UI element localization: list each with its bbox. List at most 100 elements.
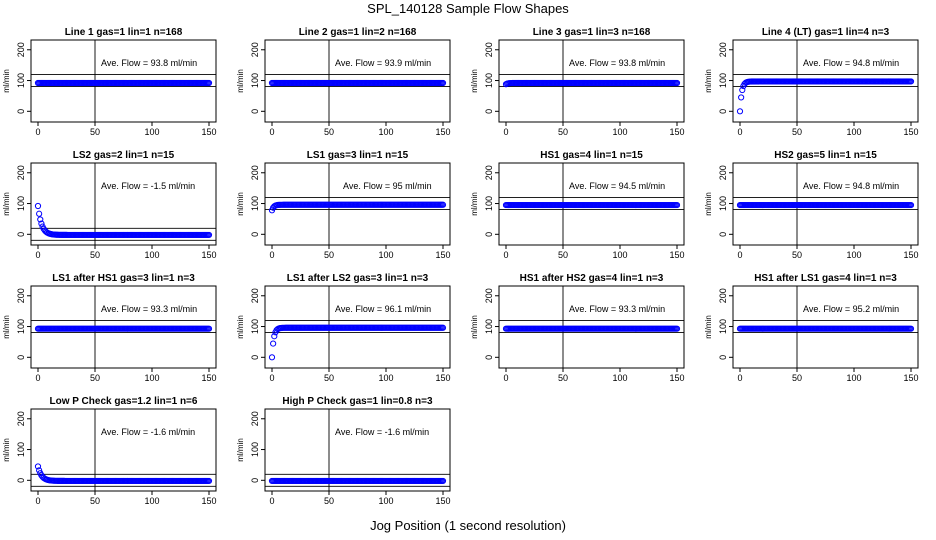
panel-title: Line 1 gas=1 lin=1 n=168 xyxy=(65,27,183,38)
panel-7: HS1 gas=4 lin=1 n=15 0 50 100 150 0 100 200 ml/m… xyxy=(470,150,685,260)
data-point xyxy=(736,108,744,115)
y-tick-label: 200 xyxy=(250,165,260,180)
x-tick-label: 100 xyxy=(144,373,159,383)
y-tick-label: 200 xyxy=(250,42,260,57)
x-tick-label: 50 xyxy=(90,250,100,260)
panel-3: Line 3 gas=1 lin=3 n=168 0 50 100 150 0 100 200… xyxy=(470,27,685,137)
y-tick-label: 0 xyxy=(16,109,26,114)
y-tick-label: 0 xyxy=(16,355,26,360)
data-point xyxy=(439,324,447,331)
flow-annotation: Ave. Flow = 94.8 ml/min xyxy=(803,181,899,191)
x-tick-label: 100 xyxy=(378,250,393,260)
data-point xyxy=(34,202,42,210)
x-tick-label: 0 xyxy=(35,373,40,383)
panel-title: LS1 gas=3 lin=1 n=15 xyxy=(307,150,409,161)
x-tick-label: 50 xyxy=(324,250,334,260)
x-tick-label: 0 xyxy=(269,496,274,506)
y-tick-label: 0 xyxy=(16,478,26,483)
y-tick-label: 0 xyxy=(250,355,260,360)
panel-4: Line 4 (LT) gas=1 lin=4 n=3 0 50 100 150 0 100… xyxy=(704,27,919,137)
y-tick-label: 200 xyxy=(16,42,26,57)
x-tick-label: 150 xyxy=(669,373,684,383)
panel-10: LS1 after LS2 gas=3 lin=1 n=3 0 50 100 150 0 1… xyxy=(236,273,451,383)
x-tick-label: 0 xyxy=(737,250,742,260)
y-tick-label: 200 xyxy=(250,288,260,303)
panel-13: Low P Check gas=1.2 lin=1 n=6 0 50 100 150 0 1… xyxy=(2,396,217,506)
y-tick-label: 100 xyxy=(16,319,26,334)
panel-title: HS1 after HS2 gas=4 lin=1 n=3 xyxy=(520,273,664,284)
panel-5: LS2 gas=2 lin=1 n=15 0 50 100 150 0 100 200 ml/m… xyxy=(2,150,217,260)
y-axis-label: ml/min xyxy=(704,192,713,216)
x-tick-label: 150 xyxy=(435,373,450,383)
x-tick-label: 150 xyxy=(435,250,450,260)
y-tick-label: 200 xyxy=(16,165,26,180)
x-tick-label: 150 xyxy=(201,127,216,137)
panel-12: HS1 after LS1 gas=4 lin=1 n=3 0 50 100 150 0 1… xyxy=(704,273,919,383)
data-point xyxy=(205,477,213,485)
x-tick-label: 0 xyxy=(737,373,742,383)
x-tick-label: 100 xyxy=(144,127,159,137)
y-axis-label: ml/min xyxy=(2,438,11,462)
flow-annotation: Ave. Flow = -1.6 ml/min xyxy=(335,427,429,437)
x-tick-label: 50 xyxy=(324,127,334,137)
y-tick-label: 100 xyxy=(16,196,26,211)
y-tick-label: 100 xyxy=(250,442,260,457)
panel-title: Low P Check gas=1.2 lin=1 n=6 xyxy=(50,396,198,407)
x-tick-label: 100 xyxy=(846,373,861,383)
x-tick-label: 0 xyxy=(503,250,508,260)
y-tick-label: 200 xyxy=(718,288,728,303)
x-tick-label: 0 xyxy=(35,496,40,506)
x-tick-label: 0 xyxy=(737,127,742,137)
y-axis-label: ml/min xyxy=(470,315,479,339)
data-point xyxy=(439,477,447,485)
x-tick-label: 150 xyxy=(903,127,918,137)
y-tick-label: 100 xyxy=(16,442,26,457)
x-tick-label: 150 xyxy=(669,250,684,260)
x-tick-label: 0 xyxy=(503,373,508,383)
data-point xyxy=(739,86,746,94)
y-tick-label: 100 xyxy=(16,73,26,88)
x-tick-label: 100 xyxy=(144,496,159,506)
x-tick-label: 0 xyxy=(35,250,40,260)
data-point xyxy=(907,78,915,85)
data-point xyxy=(205,231,213,239)
y-tick-label: 100 xyxy=(718,319,728,334)
x-tick-label: 50 xyxy=(558,250,568,260)
data-point xyxy=(673,325,681,332)
x-tick-label: 100 xyxy=(378,127,393,137)
x-tick-label: 50 xyxy=(90,373,100,383)
data-point xyxy=(271,333,278,340)
y-tick-label: 200 xyxy=(484,288,494,303)
data-point xyxy=(673,201,681,209)
panel-6: LS1 gas=3 lin=1 n=15 0 50 100 150 0 100 200 ml/m… xyxy=(236,150,451,260)
y-tick-label: 100 xyxy=(718,196,728,211)
x-tick-label: 100 xyxy=(846,250,861,260)
x-tick-label: 150 xyxy=(669,127,684,137)
panel-title: HS1 after LS1 gas=4 lin=1 n=3 xyxy=(754,273,897,284)
y-tick-label: 100 xyxy=(250,73,260,88)
data-point xyxy=(268,354,276,361)
panel-8: HS2 gas=5 lin=1 n=15 0 50 100 150 0 100 200 ml/m… xyxy=(704,150,919,260)
panel-title: Line 2 gas=1 lin=2 n=168 xyxy=(299,27,417,38)
x-tick-label: 0 xyxy=(269,250,274,260)
y-tick-label: 200 xyxy=(250,411,260,426)
y-tick-label: 0 xyxy=(484,355,494,360)
y-tick-label: 100 xyxy=(484,319,494,334)
x-axis-label: Jog Position (1 second resolution) xyxy=(370,518,566,533)
flow-annotation: Ave. Flow = -1.6 ml/min xyxy=(101,427,195,437)
y-tick-label: 100 xyxy=(250,319,260,334)
x-tick-label: 100 xyxy=(612,127,627,137)
x-tick-label: 150 xyxy=(435,496,450,506)
x-tick-label: 150 xyxy=(201,373,216,383)
panel-title: High P Check gas=1 lin=0.8 n=3 xyxy=(282,396,433,407)
panel-title: Line 4 (LT) gas=1 lin=4 n=3 xyxy=(762,27,890,38)
x-tick-label: 0 xyxy=(269,127,274,137)
y-tick-label: 0 xyxy=(484,232,494,237)
flow-annotation: Ave. Flow = 93.8 ml/min xyxy=(101,58,197,68)
x-tick-label: 0 xyxy=(35,127,40,137)
x-tick-label: 100 xyxy=(378,496,393,506)
x-tick-label: 50 xyxy=(558,373,568,383)
data-point xyxy=(907,325,915,332)
x-tick-label: 100 xyxy=(378,373,393,383)
